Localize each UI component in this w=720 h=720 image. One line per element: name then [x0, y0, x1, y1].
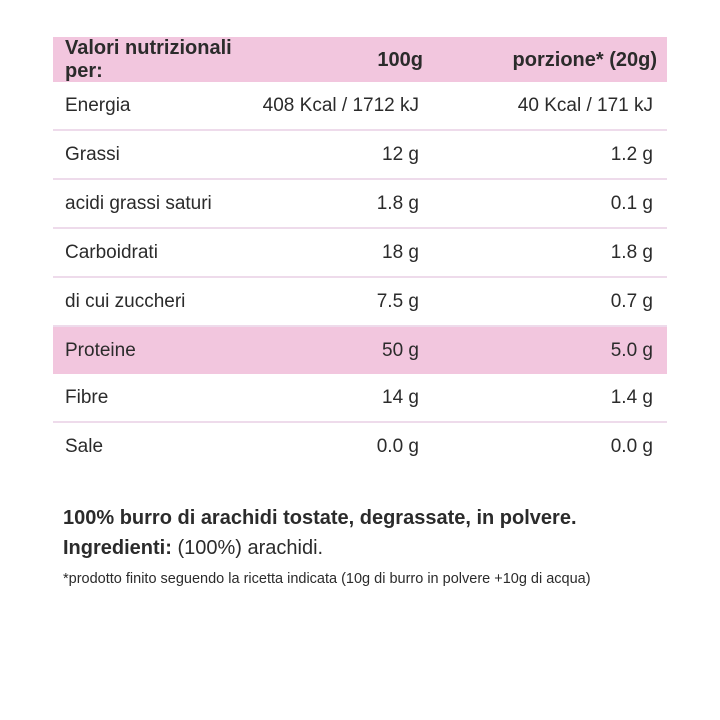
- table-row: di cui zuccheri 7.5 g 0.7 g: [53, 278, 667, 327]
- nutrient-per-portion: 0.0 g: [610, 435, 653, 457]
- nutrient-per-portion: 5.0 g: [610, 339, 653, 361]
- nutrient-per-portion: 1.2 g: [610, 143, 653, 165]
- ingredients-line: Ingredienti: (100%) arachidi.: [63, 533, 673, 563]
- nutrient-per-100g: 0.0 g: [376, 435, 419, 457]
- table-row: Fibre 14 g 1.4 g: [53, 374, 667, 423]
- nutrient-name: Grassi: [65, 143, 120, 165]
- nutrient-name: Energia: [65, 94, 131, 116]
- nutrient-per-portion: 0.1 g: [610, 192, 653, 214]
- nutrition-table: Valori nutrizionali per: 100g porzione* …: [53, 37, 667, 470]
- nutrient-per-portion: 0.7 g: [610, 290, 653, 312]
- table-row: Grassi 12 g 1.2 g: [53, 131, 667, 180]
- table-row: Proteine 50 g 5.0 g: [53, 327, 667, 374]
- ingredients-value: (100%) arachidi.: [171, 537, 324, 559]
- table-row: Sale 0.0 g 0.0 g: [53, 423, 667, 470]
- nutrient-name: Proteine: [65, 339, 136, 361]
- nutrient-name: Sale: [65, 435, 104, 457]
- table-row: Carboidrati 18 g 1.8 g: [53, 229, 667, 278]
- header-col-100g: 100g: [377, 48, 423, 71]
- header-values-per-label: Valori nutrizionali per:: [65, 37, 232, 82]
- nutrient-name: acidi grassi saturi: [65, 192, 212, 214]
- nutrient-per-100g: 408 Kcal / 1712 kJ: [262, 94, 419, 116]
- nutrient-per-100g: 50 g: [382, 339, 419, 361]
- table-body: Energia 408 Kcal / 1712 kJ 40 Kcal / 171…: [53, 82, 667, 470]
- table-row: acidi grassi saturi 1.8 g 0.1 g: [53, 180, 667, 229]
- nutrient-per-portion: 1.8 g: [610, 241, 653, 263]
- nutrient-per-100g: 18 g: [382, 241, 419, 263]
- product-description: 100% burro di arachidi tostate, degrassa…: [63, 507, 577, 529]
- portion-footnote: *prodotto finito seguendo la ricetta ind…: [63, 571, 591, 587]
- ingredients-label: Ingredienti:: [63, 537, 172, 559]
- nutrient-per-portion: 40 Kcal / 171 kJ: [517, 94, 653, 116]
- nutrient-name: Fibre: [65, 386, 109, 408]
- nutrient-per-100g: 1.8 g: [376, 192, 419, 214]
- nutrient-per-100g: 7.5 g: [376, 290, 419, 312]
- nutrient-per-portion: 1.4 g: [610, 386, 653, 408]
- table-header-row: Valori nutrizionali per: 100g porzione* …: [53, 37, 667, 82]
- table-row: Energia 408 Kcal / 1712 kJ 40 Kcal / 171…: [53, 82, 667, 131]
- nutrient-name: di cui zuccheri: [65, 290, 186, 312]
- description-block: 100% burro di arachidi tostate, degrassa…: [63, 503, 673, 588]
- header-col-portion: porzione* (20g): [512, 48, 657, 71]
- nutrient-name: Carboidrati: [65, 241, 158, 263]
- nutrient-per-100g: 14 g: [382, 386, 419, 408]
- nutrient-per-100g: 12 g: [382, 143, 419, 165]
